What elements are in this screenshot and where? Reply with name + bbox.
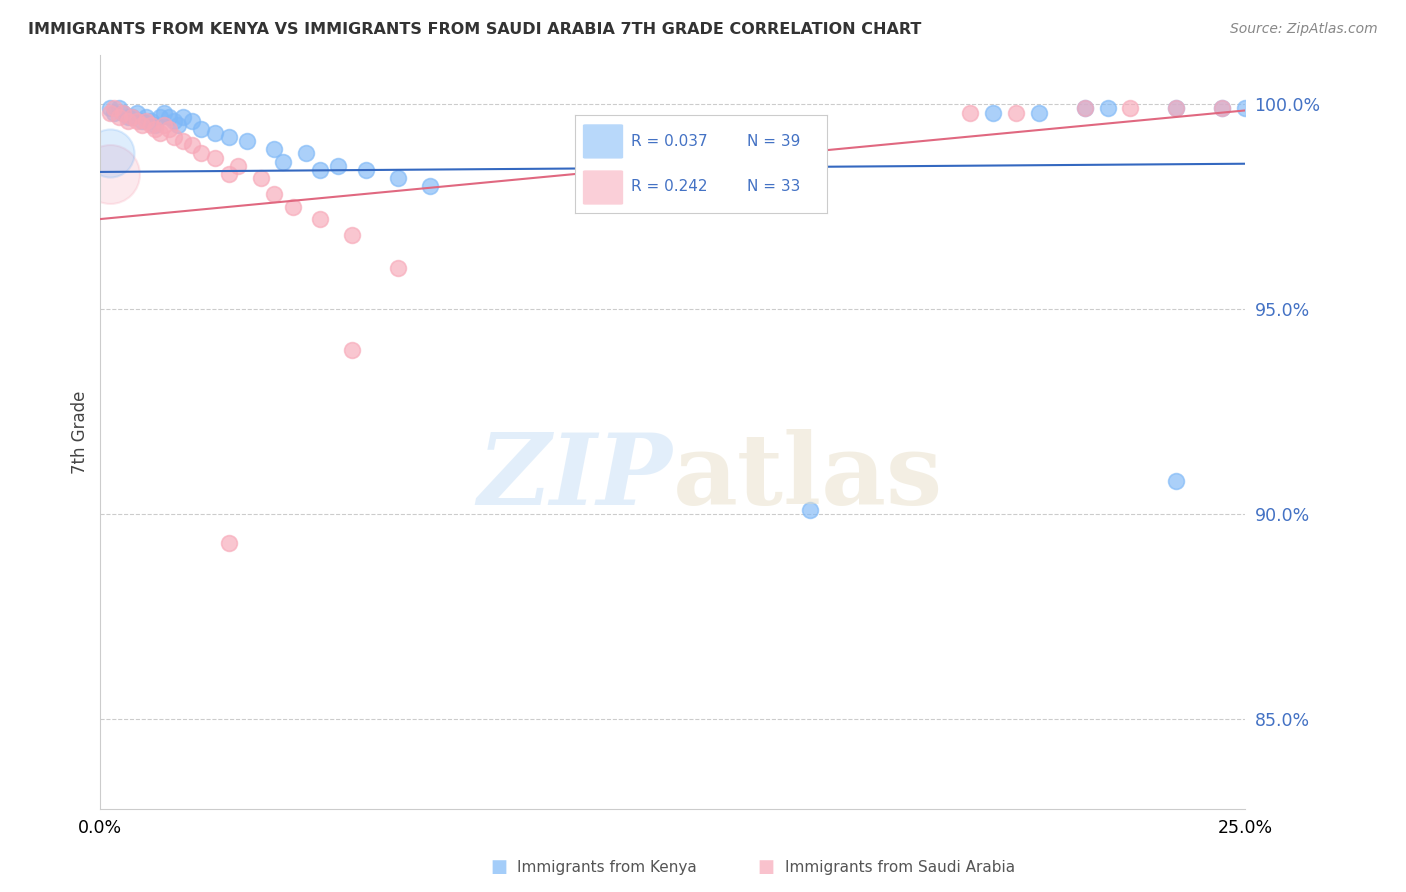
Point [1028,105,1050,120]
Point [107,110,129,124]
Point [1073,102,1095,116]
Point [125,113,148,128]
Point [387,261,409,276]
Point [354,162,377,177]
Point [103,102,125,116]
Point [1211,102,1233,116]
Point [263,187,285,202]
Point [204,126,226,140]
Text: Source: ZipAtlas.com: Source: ZipAtlas.com [1230,22,1378,37]
Point [98,167,121,181]
Point [218,167,240,181]
Point [281,200,304,214]
Point [112,105,135,120]
Point [273,154,295,169]
Point [190,122,212,136]
Point [180,138,202,153]
Point [98,146,121,161]
Point [121,110,143,124]
Point [143,122,166,136]
Point [309,162,332,177]
Point [135,113,157,128]
Text: ZIP: ZIP [478,429,672,525]
Point [340,343,363,358]
Point [157,110,180,124]
Point [981,105,1004,120]
Point [121,110,143,124]
Point [1233,102,1256,116]
Text: IMMIGRANTS FROM KENYA VS IMMIGRANTS FROM SAUDI ARABIA 7TH GRADE CORRELATION CHAR: IMMIGRANTS FROM KENYA VS IMMIGRANTS FROM… [28,22,921,37]
Point [172,134,194,148]
Point [218,535,240,549]
Point [167,118,190,132]
Point [204,151,226,165]
Point [103,105,125,120]
Point [1166,102,1188,116]
Point [162,113,184,128]
Point [131,113,153,128]
Point [328,159,350,173]
Y-axis label: 7th Grade: 7th Grade [72,391,89,474]
Point [419,179,441,194]
Point [190,146,212,161]
Text: atlas: atlas [672,429,943,526]
Point [98,105,121,120]
Point [1097,102,1119,116]
Point [799,503,821,517]
Point [139,118,162,132]
Point [125,105,148,120]
Point [153,105,176,120]
Point [1166,102,1188,116]
Point [1073,102,1095,116]
Point [236,134,259,148]
Point [172,110,194,124]
Point [249,171,271,186]
Point [131,118,153,132]
Point [226,159,249,173]
Point [387,171,409,186]
Point [1119,102,1142,116]
Point [1166,475,1188,489]
Point [107,102,129,116]
Point [295,146,318,161]
Point [149,126,172,140]
Point [263,142,285,156]
Text: ■: ■ [758,858,775,876]
Point [139,113,162,128]
Point [340,228,363,243]
Point [157,122,180,136]
Text: Immigrants from Saudi Arabia: Immigrants from Saudi Arabia [785,860,1015,874]
Point [180,113,202,128]
Point [153,118,176,132]
Point [143,118,166,132]
Point [1211,102,1233,116]
Point [218,130,240,145]
Point [117,113,139,128]
Point [162,130,184,145]
Point [149,110,172,124]
Point [112,105,135,120]
Point [117,110,139,124]
Text: Immigrants from Kenya: Immigrants from Kenya [517,860,697,874]
Point [98,102,121,116]
Point [135,110,157,124]
Point [309,212,332,227]
Point [1005,105,1028,120]
Text: ■: ■ [491,858,508,876]
Point [959,105,981,120]
